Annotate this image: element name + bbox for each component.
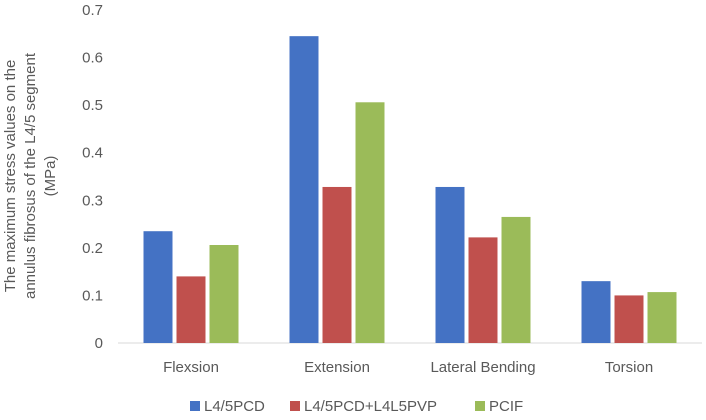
y-tick-label: 0.3 <box>82 192 103 209</box>
bar-pcif-lateral-bending <box>501 216 531 343</box>
y-axis-ticks: 0 0.1 0.2 0.3 0.4 0.5 0.6 0.7 <box>82 2 103 352</box>
y-axis-label-line-3: (MPa) <box>42 156 59 197</box>
y-tick-label: 0 <box>95 335 103 352</box>
bar-l4-5pcd-l4l5pvp-flexsion <box>176 276 206 343</box>
x-category-label: Torsion <box>605 359 653 376</box>
y-tick-label: 0.4 <box>82 145 103 162</box>
bar-l4-5pcd-l4l5pvp-extension <box>322 186 352 343</box>
bar-l4-5pcd-l4l5pvp-lateral-bending <box>468 237 498 343</box>
y-tick-label: 0.1 <box>82 287 103 304</box>
bar-l4-5pcd-l4l5pvp-torsion <box>614 295 644 343</box>
bar-pcif-torsion <box>647 292 677 343</box>
legend-label: PCIF <box>489 398 523 415</box>
legend: L4/5PCD L4/5PCD+L4L5PVP PCIF <box>190 398 523 415</box>
bar-l4-5pcd-extension <box>289 36 319 344</box>
x-axis-categories: Flexsion Extension Lateral Bending Torsion <box>163 359 653 376</box>
bar-pcif-extension <box>355 102 385 343</box>
bars <box>143 36 677 344</box>
bar-l4-5pcd-torsion <box>581 281 611 343</box>
bar-pcif-flexsion <box>209 245 239 343</box>
legend-swatch <box>190 401 200 411</box>
y-tick-label: 0.7 <box>82 2 103 19</box>
y-axis-label-line-1: The maximum stress values on the <box>2 60 19 293</box>
bar-l4-5pcd-lateral-bending <box>435 186 465 343</box>
x-category-label: Lateral Bending <box>430 359 535 376</box>
y-axis-label-line-2: annulus fibrosus of the L4/5 segment <box>22 52 39 299</box>
y-axis-label: The maximum stress values on the annulus… <box>2 52 59 299</box>
x-category-label: Flexsion <box>163 359 219 376</box>
bar-l4-5pcd-flexsion <box>143 231 173 343</box>
legend-swatch <box>475 401 485 411</box>
y-tick-label: 0.5 <box>82 97 103 114</box>
legend-label: L4/5PCD+L4L5PVP <box>304 398 437 415</box>
y-tick-label: 0.2 <box>82 240 103 257</box>
x-category-label: Extension <box>304 359 370 376</box>
legend-label: L4/5PCD <box>204 398 265 415</box>
y-tick-label: 0.6 <box>82 50 103 67</box>
legend-swatch <box>290 401 300 411</box>
